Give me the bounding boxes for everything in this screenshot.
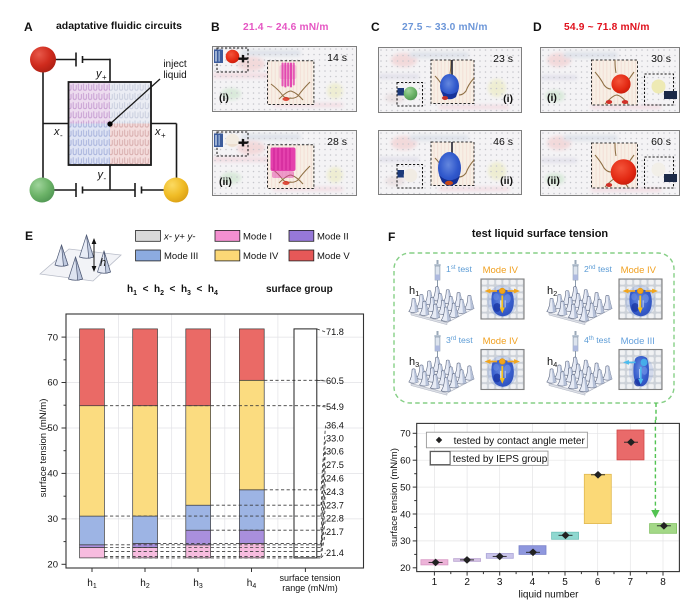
svg-text:Mode II: Mode II [317,231,349,242]
svg-text:h1: h1 [87,578,97,590]
svg-text:h2: h2 [547,285,557,298]
svg-text:50: 50 [47,423,58,434]
svg-text:x: x [53,126,60,138]
svg-text:h: h [100,257,106,269]
svg-text:24.3: 24.3 [326,487,344,497]
svg-text:y: y [97,169,105,181]
svg-text:54.9: 54.9 [326,402,344,412]
svg-text:71.8: 71.8 [326,327,344,337]
svg-text:40: 40 [47,469,58,480]
svg-text:h2: h2 [140,578,150,590]
svg-text:Mode III: Mode III [164,251,198,262]
svg-text:21.7: 21.7 [326,527,344,537]
svg-text:surface tension: surface tension [279,573,340,583]
svg-text:h1: h1 [409,285,419,298]
svg-text:1: 1 [432,577,438,588]
svg-text:30.6: 30.6 [326,447,344,457]
svg-text:Mode IV: Mode IV [483,336,519,347]
svg-text:6: 6 [595,577,601,588]
svg-text:36.4: 36.4 [326,421,344,431]
svg-text:x: x [154,126,161,138]
svg-text:30: 30 [47,514,58,525]
svg-text:1st test: 1st test [446,264,473,274]
svg-text:23.7: 23.7 [326,501,344,511]
svg-text:5: 5 [562,577,568,588]
svg-text:22.8: 22.8 [326,514,344,524]
svg-text:20: 20 [400,563,411,574]
svg-text:tested by IEPS group: tested by IEPS group [453,454,548,465]
svg-text:Mode IV: Mode IV [621,265,657,276]
svg-text:60: 60 [400,456,411,467]
svg-text:3rd test: 3rd test [446,335,473,345]
svg-text:30: 30 [400,536,411,547]
svg-text:Mode V: Mode V [317,251,350,262]
svg-text:surface tension (mN/m): surface tension (mN/m) [390,448,400,547]
svg-text:60.5: 60.5 [326,376,344,386]
svg-text:h3: h3 [193,578,203,590]
svg-text:Mode IV: Mode IV [243,251,279,262]
svg-text:+: + [102,73,107,82]
svg-text:range (mN/m): range (mN/m) [282,583,338,593]
svg-text:33.0: 33.0 [326,434,344,444]
svg-text:y: y [95,68,103,80]
svg-text:2: 2 [464,577,470,588]
svg-text:Mode III: Mode III [621,336,655,347]
svg-text:x- y+ y-: x- y+ y- [163,231,195,242]
svg-text:50: 50 [400,482,411,493]
svg-text:24.6: 24.6 [326,474,344,484]
svg-text:surface tension (mN/m): surface tension (mN/m) [38,399,49,498]
svg-text:70: 70 [400,429,411,440]
svg-text:8: 8 [660,577,666,588]
svg-text:21.4: 21.4 [326,548,344,558]
svg-text:h4: h4 [247,578,257,590]
svg-text:60: 60 [47,378,58,389]
svg-text:27.5: 27.5 [326,460,344,470]
svg-text:h4: h4 [547,356,557,369]
svg-text:20: 20 [47,560,58,571]
svg-text:4: 4 [530,577,536,588]
svg-text:40: 40 [400,509,411,520]
svg-text:h3: h3 [409,356,419,369]
svg-text:liquid number: liquid number [518,590,579,601]
svg-text:liquid: liquid [163,70,186,81]
svg-text:inject: inject [163,59,187,70]
svg-text:70: 70 [47,332,58,343]
svg-text:Mode I: Mode I [243,231,272,242]
svg-text:7: 7 [628,577,634,588]
svg-text:Mode IV: Mode IV [483,265,519,276]
svg-text:-: - [104,174,107,183]
svg-text:-: - [60,131,63,140]
svg-text:tested by contact angle meter: tested by contact angle meter [454,436,586,447]
svg-text:2nd test: 2nd test [584,264,613,274]
svg-text:3: 3 [497,577,503,588]
svg-text:4th test: 4th test [584,335,611,345]
svg-text:+: + [161,131,166,140]
